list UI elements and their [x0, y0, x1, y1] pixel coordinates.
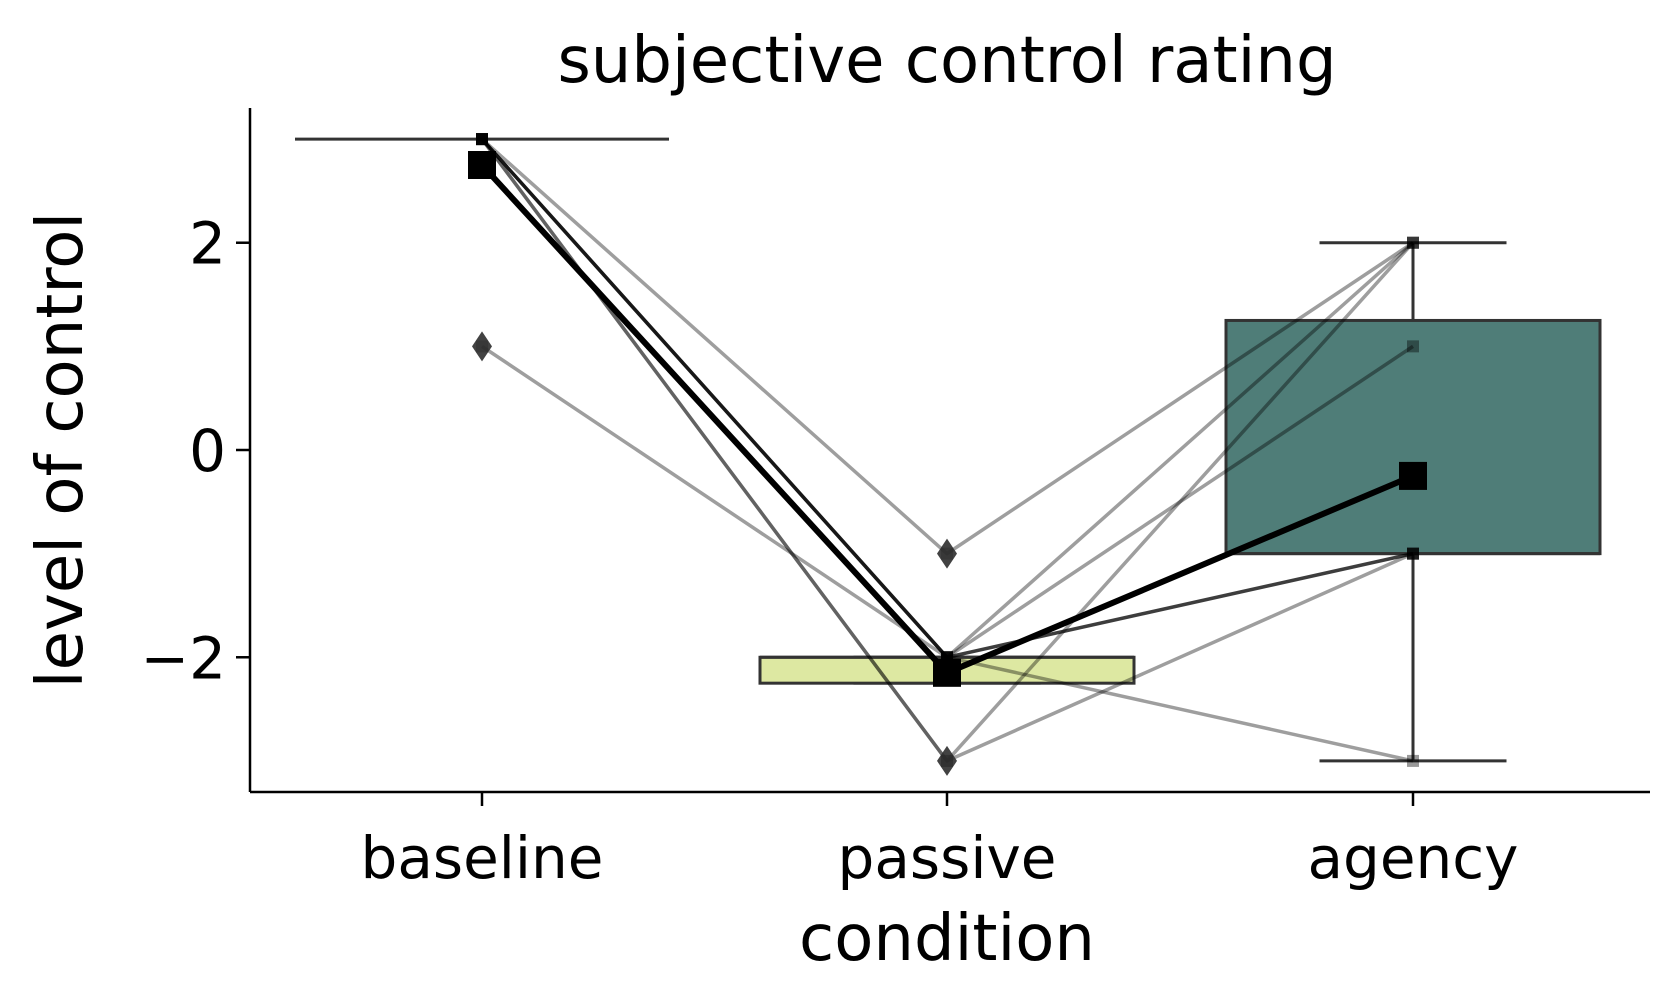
- participant-point: [476, 133, 488, 146]
- outlier-marker: [937, 745, 957, 776]
- y-axis-label: level of control: [24, 212, 98, 688]
- participant-point: [1407, 236, 1419, 249]
- mean-point: [1399, 461, 1427, 490]
- x-tick-label: passive: [838, 824, 1057, 892]
- box-agency: [1224, 318, 1602, 556]
- y-tick-label: −2: [141, 624, 227, 692]
- chart-title: subjective control rating: [557, 24, 1336, 98]
- outlier-marker: [937, 538, 957, 569]
- y-tick-label: 2: [189, 210, 226, 278]
- x-axis-label: condition: [799, 902, 1095, 976]
- x-tick-label: agency: [1307, 824, 1518, 892]
- participant-point: [1407, 340, 1419, 353]
- participant-point: [476, 133, 488, 146]
- mean-point: [933, 658, 961, 687]
- x-tick-label: baseline: [361, 824, 604, 892]
- participant-point: [1407, 236, 1419, 249]
- participant-line: [481, 344, 1414, 763]
- participant-point: [1407, 547, 1419, 560]
- participant-point: [476, 133, 488, 146]
- outlier-marker: [472, 331, 492, 362]
- participant-point: [1407, 236, 1419, 249]
- participant-point: [1407, 547, 1419, 560]
- y-tick-label: 0: [189, 417, 226, 485]
- plot-area: −2 0 2 baseline passive agency: [141, 108, 1650, 892]
- mean-point: [468, 151, 496, 179]
- participant-point: [1407, 754, 1419, 767]
